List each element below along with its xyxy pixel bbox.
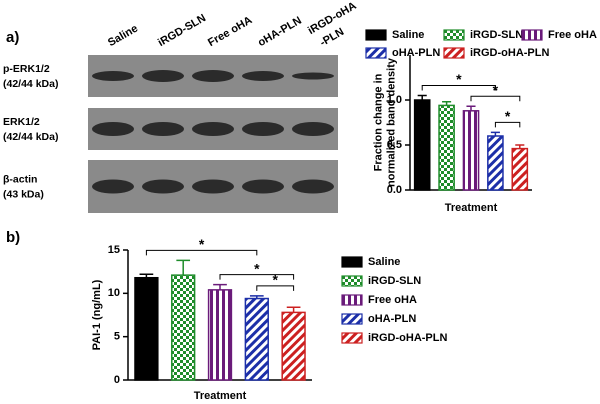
y-tick-label: 0.5 (387, 139, 402, 151)
blot-band (92, 122, 134, 136)
significance-label: * (272, 272, 278, 288)
blot-band (92, 71, 134, 81)
legend-swatch (443, 29, 465, 41)
legend-swatch (521, 29, 543, 41)
panel-label: a) (6, 29, 19, 46)
x-axis-label: Treatment (445, 202, 498, 214)
y-axis-label: Fraction change in (372, 73, 384, 171)
bar (462, 110, 480, 191)
blot-band (142, 179, 184, 194)
legend-label: Saline (392, 29, 424, 41)
bar (207, 289, 233, 381)
y-tick-label: 0.0 (387, 184, 402, 196)
significance-label: * (254, 260, 260, 276)
legend-label: iRGD-oHA-PLN (470, 47, 549, 59)
blot-band (242, 71, 284, 81)
x-axis-label: Treatment (194, 390, 247, 402)
significance-bracket (470, 95, 521, 102)
legend-swatch (443, 47, 465, 59)
row-label: p-ERK1/2 (3, 63, 50, 75)
y-tick-label: 0 (114, 374, 120, 386)
lane-label: Saline (106, 23, 140, 50)
error-bar (466, 105, 476, 111)
bar (171, 274, 196, 381)
blot-band (242, 122, 284, 136)
lane-label: iRGD-SLN (156, 12, 208, 49)
significance-label: * (493, 82, 499, 98)
legend-label: iRGD-oHA-PLN (368, 332, 447, 344)
significance-bracket (256, 285, 295, 291)
blot-band (292, 122, 334, 136)
significance-label: * (199, 236, 205, 252)
error-bar (249, 295, 264, 299)
bar (244, 297, 269, 381)
legend-label: iRGD-SLN (470, 29, 523, 41)
error-bar (286, 306, 301, 313)
legend-label: Free oHA (548, 29, 597, 41)
bar (438, 104, 455, 191)
y-axis-label: PAI-1 (ng/mL) (91, 279, 103, 350)
panel-label: b) (6, 229, 20, 246)
legend-label: oHA-PLN (368, 313, 416, 325)
blot-band (192, 179, 234, 194)
row-label: (42/44 kDa) (3, 131, 58, 143)
y-tick-label: 1.0 (387, 94, 402, 106)
bar (281, 311, 306, 381)
legend-label: Saline (368, 256, 400, 268)
blot-band (92, 179, 134, 194)
blot-band (292, 72, 334, 80)
y-tick-label: 15 (108, 244, 120, 256)
blot-band (142, 122, 184, 136)
y-tick-label: 5 (114, 331, 120, 343)
bar (134, 276, 159, 381)
legend-swatch (341, 256, 363, 268)
legend-swatch (341, 313, 363, 325)
blot-band (142, 70, 184, 82)
y-axis-label: normalized band density (385, 57, 397, 187)
y-tick-label: 10 (108, 287, 120, 299)
error-bar (417, 94, 427, 100)
blot-band (192, 70, 234, 82)
legend-swatch (341, 332, 363, 344)
significance-bracket (219, 274, 295, 280)
significance-label: * (456, 71, 462, 87)
bar (413, 99, 431, 191)
legend-swatch (365, 29, 387, 41)
lane-label: Free oHA (206, 14, 254, 49)
significance-bracket (145, 249, 258, 256)
bar (487, 135, 504, 191)
error-bar (213, 283, 227, 290)
error-bar (515, 144, 525, 149)
row-label: ERK1/2 (3, 116, 40, 128)
significance-label: * (505, 108, 511, 124)
legend-swatch (365, 47, 387, 59)
significance-bracket (494, 121, 521, 128)
blot-band (192, 122, 234, 136)
legend-label: Free oHA (368, 294, 417, 306)
blot-band (242, 179, 284, 194)
row-label: (42/44 kDa) (3, 78, 58, 90)
error-bar (176, 259, 191, 276)
legend-swatch (341, 294, 363, 306)
lane-label: oHA-PLN (256, 15, 304, 50)
error-bar (139, 273, 154, 278)
error-bar (442, 101, 452, 106)
significance-bracket (421, 85, 496, 91)
legend-label: iRGD-SLN (368, 275, 421, 287)
blot-band (292, 179, 334, 194)
row-label: β-actin (3, 173, 37, 185)
row-label: (43 kDa) (3, 188, 44, 200)
bar (511, 147, 529, 191)
legend-label: oHA-PLN (392, 47, 440, 59)
error-bar (490, 131, 500, 136)
legend-swatch (341, 275, 363, 287)
